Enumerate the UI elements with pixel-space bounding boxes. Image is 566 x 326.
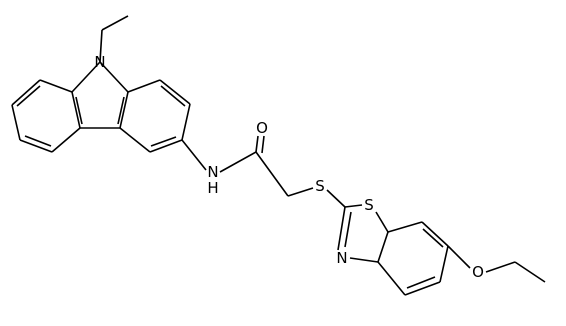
atom-label: S <box>364 196 374 214</box>
atom-label: H <box>207 179 218 197</box>
atom-labels: N N H O S S N O <box>94 53 484 281</box>
atom-label: N <box>94 53 105 71</box>
bonds <box>11 15 546 296</box>
atom-label: O <box>256 119 268 137</box>
atom-label: S <box>315 177 325 195</box>
atom-label: N <box>336 249 347 267</box>
atom-label: O <box>472 263 484 281</box>
atom-label: N <box>207 163 218 181</box>
